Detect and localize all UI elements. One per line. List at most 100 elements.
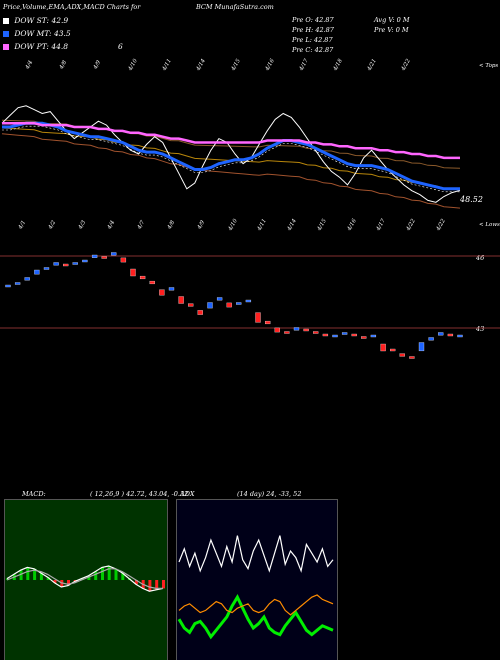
candle-14 [139, 275, 146, 280]
macd-bar-6 [46, 577, 50, 580]
macd-bar-21 [148, 580, 152, 592]
candle-9 [91, 254, 98, 258]
macd-params: ( 12,26,9 ) 42.72, 43.04, -0.32 [90, 490, 189, 498]
adx-line-adx [177, 594, 334, 640]
macd-bar-22 [155, 580, 159, 590]
candle-26 [255, 312, 261, 323]
macd-bar-17 [121, 573, 125, 580]
adx-label: ADX [180, 490, 195, 498]
legend-extra: 6 [118, 42, 123, 51]
candle-20 [197, 310, 203, 315]
macd-bar-15 [107, 566, 111, 580]
avg-volume: Avg V: 0 M [374, 16, 410, 24]
legend-value-st: 42.9 [51, 16, 69, 25]
site-title: BCM MunafaSutra.com [196, 3, 274, 11]
macd-label: MACD: [22, 490, 46, 498]
candle-27 [265, 320, 271, 325]
macd-bar-16 [114, 568, 118, 580]
candle-43 [418, 342, 425, 352]
legend-label-mt: DOW MT: [14, 29, 52, 38]
candle-11 [111, 252, 117, 256]
candle-38 [370, 334, 377, 338]
prev-low: Pre L: 42.87 [292, 36, 333, 44]
macd-bar-9 [67, 580, 70, 586]
ema-band-1 [1, 127, 461, 190]
candle-22 [216, 297, 223, 301]
candle-7 [72, 262, 78, 265]
macd-line-macd [6, 565, 164, 592]
prev-volume: Pre V: 0 M [374, 26, 409, 34]
candle-15 [149, 280, 155, 285]
adx-line-di-plus [178, 535, 334, 573]
candle-13 [130, 268, 136, 277]
level-lower-label: 43 [476, 325, 485, 333]
level-upper-label: 46 [476, 254, 485, 262]
candle-12 [120, 257, 127, 263]
ema-band-2 [1, 133, 461, 209]
candle-33 [322, 333, 329, 337]
legend-dow-st: DOW ST: 42.9 [3, 16, 68, 25]
candle-40 [390, 348, 396, 352]
adx-params: (14 day) 24, -33, 52 [237, 490, 302, 498]
candle-16 [159, 289, 165, 296]
macd-bar-13 [94, 571, 98, 580]
candle-23 [226, 302, 232, 308]
price-lines [1, 105, 461, 209]
macd-bar-12 [87, 575, 91, 580]
macd-panel [4, 499, 168, 660]
series-line-dow-mt [2, 121, 460, 191]
candle-21 [207, 302, 213, 309]
last-price-label: 48.52 [460, 195, 483, 204]
candle-32 [313, 331, 319, 334]
candle-24 [236, 302, 242, 305]
candle-28 [274, 327, 280, 333]
legend-label-pt: DOW PT: [14, 42, 49, 51]
page-title: Price,Volume,EMA,ADX,MACD Charts for [3, 3, 141, 11]
adx-panel [176, 499, 338, 660]
macd-bar-3 [26, 567, 30, 580]
candle-30 [293, 327, 300, 331]
candle-17 [168, 287, 175, 291]
candle-45 [438, 332, 444, 336]
lows-label: < Lows [479, 222, 500, 228]
macd-bar-14 [101, 567, 104, 580]
legend-value-pt: 44.8 [51, 42, 69, 51]
tops-label: < Tops [479, 63, 499, 69]
candle-34 [332, 334, 338, 338]
candle-19 [188, 303, 194, 307]
candle-29 [284, 331, 290, 334]
prev-high: Pre H: 42.87 [292, 26, 334, 34]
legend-dow-pt: DOW PT: 44.8 [3, 42, 68, 51]
macd-line-signal [6, 568, 163, 590]
adx-line-di-minus [178, 594, 334, 616]
candle-41 [399, 353, 405, 357]
candle-25 [245, 299, 252, 303]
macd-bar-2 [19, 570, 23, 580]
candle-0 [5, 284, 11, 288]
candle-47 [457, 334, 463, 338]
candle-44 [428, 337, 434, 341]
prev-open: Pre O: 42.87 [292, 16, 334, 24]
legend-swatch-st [3, 18, 9, 24]
candle-18 [178, 296, 184, 304]
candle-39 [380, 343, 386, 352]
candles [5, 252, 463, 359]
macd-plot [6, 565, 165, 592]
series-line-dow-pt [2, 121, 460, 160]
macd-bar-19 [134, 580, 138, 585]
macd-bar-5 [39, 573, 43, 580]
candle-4 [43, 267, 50, 270]
candle-6 [63, 263, 69, 267]
macd-bar-4 [33, 568, 37, 580]
candle-3 [34, 269, 40, 275]
legend-swatch-mt [3, 31, 9, 37]
candle-37 [361, 336, 367, 339]
candle-42 [409, 356, 415, 359]
macd-bar-7 [53, 580, 57, 583]
candle-5 [53, 262, 59, 266]
candle-35 [341, 332, 348, 335]
macd-bar-23 [162, 580, 165, 589]
series-line-dow-st [1, 105, 461, 203]
